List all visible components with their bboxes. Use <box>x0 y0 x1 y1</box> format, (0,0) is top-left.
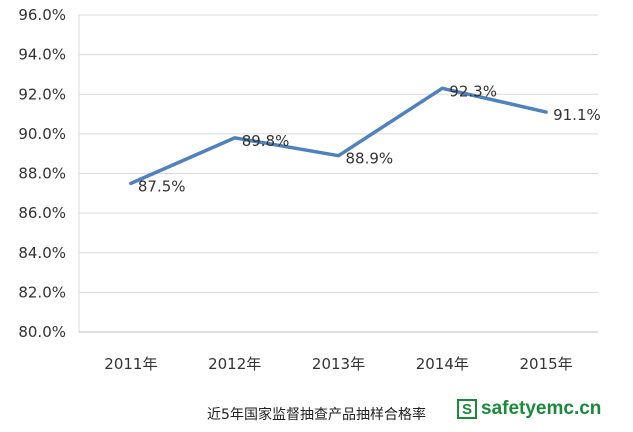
data-point <box>233 136 237 140</box>
data-label: 91.1% <box>553 106 601 124</box>
data-point <box>337 154 340 158</box>
data-point <box>544 110 548 114</box>
chart-caption: 近5年国家监督抽查产品抽样合格率 <box>207 407 426 423</box>
data-label: 92.3% <box>449 82 497 100</box>
y-tick-label: 94.0% <box>18 46 66 64</box>
watermark: S safetyemc.cn <box>457 397 601 421</box>
data-label: 87.5% <box>138 177 186 195</box>
x-tick-label: 2013年 <box>312 355 365 373</box>
y-tick-label: 84.0% <box>18 244 66 262</box>
x-tick-label: 2015年 <box>520 355 573 373</box>
watermark-text: safetyemc.cn <box>481 398 602 419</box>
data-label: 88.9% <box>346 150 394 168</box>
data-point <box>440 86 444 90</box>
y-tick-label: 92.0% <box>18 85 66 103</box>
series-line <box>129 86 548 186</box>
y-tick-label: 88.0% <box>18 165 66 183</box>
x-tick-label: 2012年 <box>208 355 261 373</box>
line-chart: 80.0% 82.0% 84.0% 86.0% 88.0% 90.0% 92.0% 94.0%… <box>18 6 601 373</box>
x-tick-label: 2014年 <box>416 355 469 373</box>
data-label: 89.8% <box>242 132 290 150</box>
y-tick-label: 80.0% <box>18 323 66 341</box>
watermark-icon: S <box>457 399 477 419</box>
y-tick-label: 90.0% <box>18 125 66 143</box>
x-tick-label: 2011年 <box>104 355 157 373</box>
y-tick-label: 82.0% <box>18 283 66 301</box>
y-tick-label: 96.0% <box>18 6 66 24</box>
y-tick-label: 86.0% <box>18 204 66 222</box>
data-point <box>129 181 133 185</box>
